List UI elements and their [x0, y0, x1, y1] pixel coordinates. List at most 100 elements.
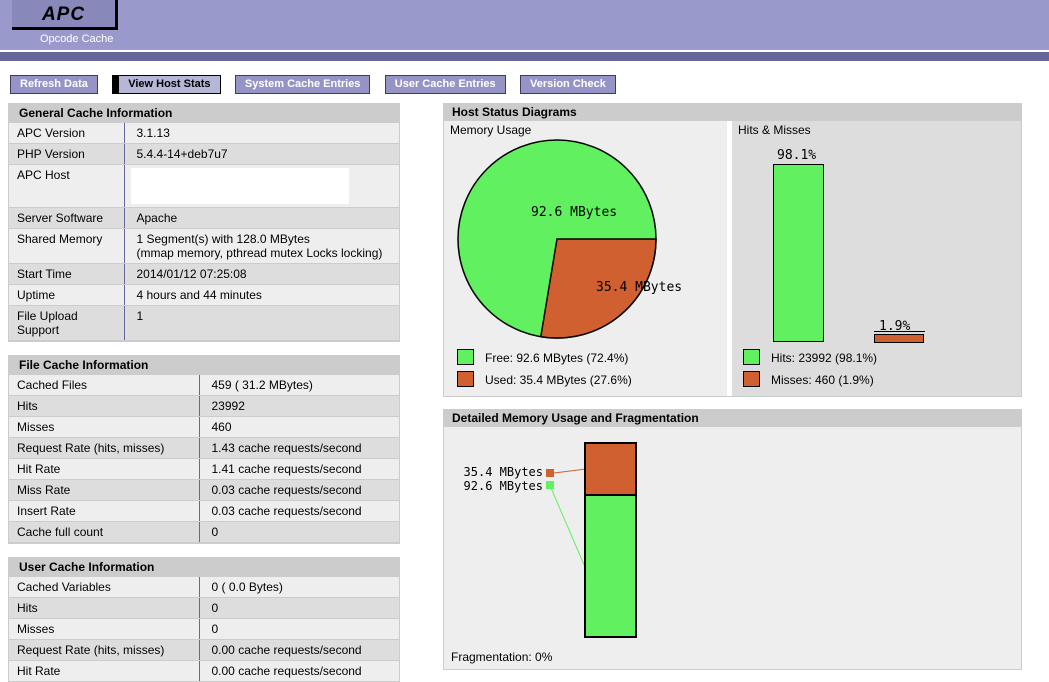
hits-misses-label: Hits & Misses: [738, 123, 811, 137]
free-memory-block: [584, 494, 637, 638]
row-label: Misses: [9, 618, 200, 640]
page-header: APC Opcode Cache: [0, 0, 1049, 50]
hits-bar-value-label: 98.1%: [777, 148, 817, 163]
apc-logo[interactable]: APC: [12, 0, 118, 30]
apc-logo-text[interactable]: APC: [41, 4, 86, 25]
row-label: Request Rate (hits, misses): [9, 437, 200, 459]
table-row: Cached Files 459 ( 31.2 MBytes): [9, 375, 399, 396]
row-label: Hits: [9, 597, 200, 619]
table-row: PHP Version 5.4.4-14+deb7u7: [9, 143, 399, 165]
row-value: 1: [124, 305, 399, 341]
row-label: Uptime: [9, 284, 125, 306]
opcode-cache-subtitle: Opcode Cache: [40, 33, 114, 45]
row-value: 4 hours and 44 minutes: [124, 284, 399, 306]
row-value: 5.4.4-14+deb7u7: [124, 143, 399, 165]
misses-legend-swatch: [743, 371, 760, 387]
row-label: Hit Rate: [9, 458, 200, 480]
table-row: Misses 460: [9, 416, 399, 438]
table-row: Hit Rate 1.41 cache requests/second: [9, 458, 399, 480]
pie-free-annotation: 92.6 MBytes: [531, 205, 617, 220]
row-value: 1 Segment(s) with 128.0 MBytes (mmap mem…: [124, 228, 399, 264]
table-row: Cached Variables 0 ( 0.0 Bytes): [9, 577, 399, 598]
general-cache-information-panel: General Cache Information APC Version 3.…: [8, 103, 400, 342]
used-leader-line: [553, 468, 587, 474]
memory-usage-cell: Memory Usage 92.6 MBytes 35.4 MBytes Fre…: [444, 121, 727, 396]
table-row: Hits 0: [9, 597, 399, 619]
table-row: Insert Rate 0.03 cache requests/second: [9, 500, 399, 522]
table-row: APC Version 3.1.13: [9, 123, 399, 144]
table-row: File Upload Support 1: [9, 305, 399, 341]
left-column: General Cache Information APC Version 3.…: [8, 103, 400, 682]
row-value: 0: [199, 618, 399, 640]
file-cache-information-panel: File Cache Information Cached Files 459 …: [8, 355, 400, 544]
misses-bar: [874, 334, 924, 343]
row-value: 0.03 cache requests/second: [199, 479, 399, 501]
table-row: Misses 0: [9, 618, 399, 640]
detailed-memory-body: 35.4 MBytes 92.6 MBytes Fragmentation: 0…: [444, 427, 1021, 669]
host-status-diagrams-body: Memory Usage 92.6 MBytes 35.4 MBytes Fre…: [444, 121, 1021, 396]
row-label: Cache full count: [9, 521, 200, 543]
row-value: 0: [199, 521, 399, 543]
hits-bar: [773, 164, 824, 342]
row-value: 0.03 cache requests/second: [199, 500, 399, 522]
used-memory-block: [584, 442, 637, 496]
table-row: Server Software Apache: [9, 207, 399, 229]
row-value: 459 ( 31.2 MBytes): [199, 375, 399, 396]
row-value: 1.43 cache requests/second: [199, 437, 399, 459]
shared-memory-line2: (mmap memory, pthread mutex Locks lockin…: [136, 246, 383, 260]
right-column: Host Status Diagrams Memory Usage 92.6 M…: [443, 103, 1022, 670]
row-label: Request Rate (hits, misses): [9, 639, 200, 661]
row-value: 0.00 cache requests/second: [199, 660, 399, 682]
row-value: 0.00 cache requests/second: [199, 639, 399, 661]
user-cache-information-table: Cached Variables 0 ( 0.0 Bytes) Hits 0 M…: [9, 577, 399, 682]
table-row: Request Rate (hits, misses) 1.43 cache r…: [9, 437, 399, 459]
row-label: APC Version: [9, 123, 125, 144]
row-label: Hits: [9, 395, 200, 417]
row-label: Hit Rate: [9, 660, 200, 682]
memory-usage-label: Memory Usage: [450, 123, 532, 137]
free-legend-swatch: [457, 349, 474, 365]
row-label: PHP Version: [9, 143, 125, 165]
row-label: Shared Memory: [9, 228, 125, 264]
nav-user-cache-entries-button[interactable]: User Cache Entries: [384, 75, 506, 94]
pie-used-slice: [539, 238, 657, 339]
row-label: Start Time: [9, 263, 125, 285]
table-row: Miss Rate 0.03 cache requests/second: [9, 479, 399, 501]
hits-misses-cell: Hits & Misses 98.1% 1.9% Hits: 23992 (98…: [732, 121, 1021, 396]
detailed-memory-panel: Detailed Memory Usage and Fragmentation …: [443, 409, 1022, 670]
table-row: Start Time 2014/01/12 07:25:08: [9, 263, 399, 285]
nav-system-cache-entries-button[interactable]: System Cache Entries: [234, 75, 371, 94]
nav-view-host-stats-button[interactable]: View Host Stats: [112, 75, 221, 94]
host-status-diagrams-title: Host Status Diagrams: [444, 104, 1021, 121]
row-label: File Upload Support: [9, 305, 125, 341]
pie-used-annotation: 35.4 MBytes: [596, 280, 682, 295]
row-value: 2014/01/12 07:25:08: [124, 263, 399, 285]
nav-version-check-button[interactable]: Version Check: [520, 75, 616, 94]
row-label: APC Host: [9, 164, 125, 208]
fragmentation-text: Fragmentation: 0%: [451, 650, 553, 664]
misses-bar-value-label: 1.9%: [879, 319, 911, 334]
free-legend-text: Free: 92.6 MBytes (72.4%): [485, 351, 629, 365]
detailed-used-label: 35.4 MBytes: [463, 465, 543, 479]
table-row: Request Rate (hits, misses) 0.00 cache r…: [9, 639, 399, 661]
detailed-memory-title: Detailed Memory Usage and Fragmentation: [444, 410, 1021, 427]
apc-host-value-redacted-box: [130, 168, 349, 204]
row-value: 0: [199, 597, 399, 619]
user-cache-information-panel: User Cache Information Cached Variables …: [8, 557, 400, 682]
hits-legend-swatch: [743, 349, 760, 365]
file-cache-information-table: Cached Files 459 ( 31.2 MBytes) Hits 239…: [9, 375, 399, 543]
nav-refresh-data-button[interactable]: Refresh Data: [10, 75, 98, 94]
user-cache-information-title: User Cache Information: [9, 558, 399, 577]
row-value: 0 ( 0.0 Bytes): [199, 577, 399, 598]
detailed-memory-chart: [546, 442, 637, 638]
free-leader-line: [550, 487, 586, 568]
used-leader-marker: [546, 469, 554, 477]
file-cache-information-title: File Cache Information: [9, 356, 399, 375]
row-value: Apache: [124, 207, 399, 229]
row-label: Misses: [9, 416, 200, 438]
row-label: Cached Files: [9, 375, 200, 396]
row-label: Insert Rate: [9, 500, 200, 522]
misses-bar-rule: [874, 331, 925, 332]
table-row: Hits 23992: [9, 395, 399, 417]
